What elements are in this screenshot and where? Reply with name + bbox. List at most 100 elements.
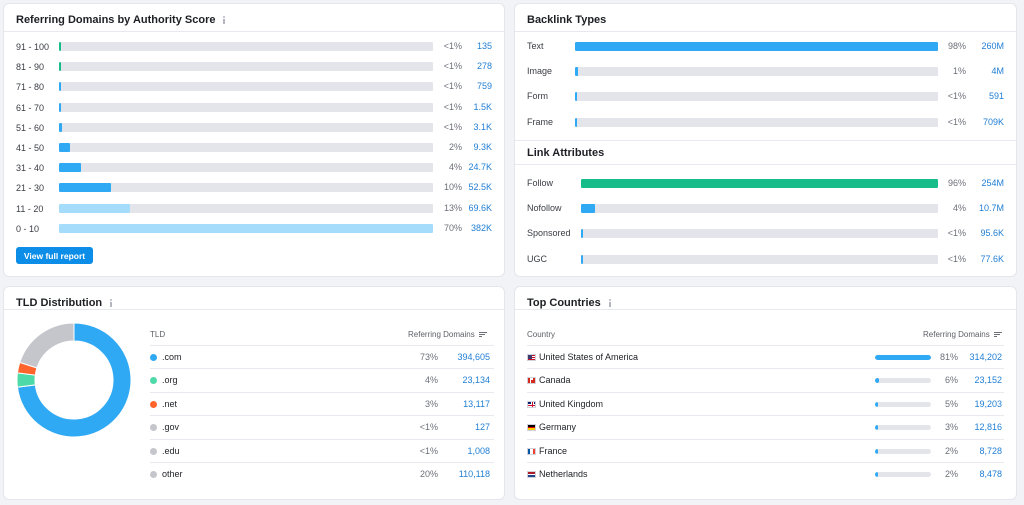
table-row[interactable]: United Kingdom 5% 19,203 [527, 392, 1004, 415]
domains-count-link[interactable]: 278 [476, 61, 492, 71]
country-name[interactable]: Netherlands [539, 469, 588, 479]
country-bar-track [875, 402, 931, 407]
divider [515, 140, 1016, 141]
percent-value: 3% [424, 399, 438, 409]
bar-fill [581, 179, 938, 188]
country-bar-track [875, 425, 931, 430]
country-name[interactable]: Canada [539, 375, 571, 385]
bar-track [59, 42, 433, 51]
sort-icon[interactable] [993, 331, 1002, 338]
range-label: 21 - 30 [16, 183, 45, 193]
bar-fill [59, 42, 61, 51]
table-row[interactable]: Netherlands 2% 8,478 [527, 462, 1004, 485]
domains-count-link[interactable]: 8,478 [979, 469, 1002, 479]
bar-fill [581, 255, 583, 264]
fr-flag-icon [527, 448, 536, 455]
count-link[interactable]: 254M [981, 178, 1004, 188]
domains-count-link[interactable]: 759 [476, 81, 492, 91]
domains-count-link[interactable]: 9.3K [473, 142, 492, 152]
country-name[interactable]: United Kingdom [539, 399, 604, 409]
country-name[interactable]: United States of America [539, 352, 639, 362]
country-bar-fill [875, 449, 878, 454]
view-full-report-button[interactable]: View full report [16, 247, 93, 264]
bar-track [575, 42, 938, 51]
percent-value: 13% [443, 203, 462, 213]
range-label: 11 - 20 [16, 204, 44, 214]
domains-count-link[interactable]: 69.6K [468, 203, 492, 213]
count-link[interactable]: 260M [981, 41, 1004, 51]
domains-count-link[interactable]: 8,728 [979, 446, 1002, 456]
table-row[interactable]: France 2% 8,728 [527, 439, 1004, 462]
percent-value: 73% [419, 352, 438, 362]
percent-value: <1% [443, 61, 462, 71]
backlink-types-title: Backlink Types [527, 14, 607, 26]
domains-count-link[interactable]: 3.1K [473, 122, 492, 132]
domains-count-link[interactable]: 52.5K [468, 182, 492, 192]
referring-domains-column-header[interactable]: Referring Domains [923, 330, 1002, 339]
domains-count-link[interactable]: 13,117 [463, 399, 490, 409]
bar-track [581, 204, 938, 213]
donut-slice-com[interactable] [16, 322, 132, 438]
country-bar-fill [875, 378, 879, 383]
country-name[interactable]: Germany [539, 422, 577, 432]
domains-count-link[interactable]: 12,816 [974, 422, 1002, 432]
domains-count-link[interactable]: 23,152 [974, 375, 1002, 385]
domains-count-link[interactable]: 394,605 [457, 352, 490, 362]
donut-slice-other[interactable] [19, 322, 75, 369]
legend-dot [150, 354, 157, 361]
table-row[interactable]: .edu <1% 1,008 [150, 439, 494, 462]
divider [4, 309, 504, 310]
count-link[interactable]: 591 [988, 91, 1004, 101]
domains-count-link[interactable]: 1,008 [467, 446, 490, 456]
domains-count-link[interactable]: 110,118 [458, 469, 490, 479]
table-row[interactable]: United States of America 81% 314,202 [527, 345, 1004, 368]
domains-count-link[interactable]: 127 [474, 422, 490, 432]
bar-fill [575, 92, 577, 101]
range-label: 81 - 90 [16, 62, 45, 72]
percent-value: 5% [944, 399, 958, 409]
domains-count-link[interactable]: 23,134 [462, 375, 490, 385]
table-row[interactable]: other 20% 110,118 [150, 462, 494, 485]
count-link[interactable]: 709K [982, 117, 1004, 127]
domains-count-link[interactable]: 135 [476, 41, 492, 51]
bar-track [59, 82, 433, 91]
country-bar-fill [875, 355, 931, 360]
info-icon[interactable] [607, 298, 613, 308]
bar-track [581, 179, 938, 188]
percent-value: 4% [448, 162, 462, 172]
domains-count-link[interactable]: 382K [470, 223, 492, 233]
info-icon[interactable] [221, 15, 227, 25]
domains-count-link[interactable]: 314,202 [969, 352, 1002, 362]
row-label: Nofollow [527, 203, 562, 213]
range-label: 41 - 50 [16, 143, 45, 153]
sort-icon[interactable] [478, 331, 487, 338]
referring-domains-column-header[interactable]: Referring Domains [408, 330, 487, 339]
info-icon[interactable] [108, 298, 114, 308]
table-row[interactable]: .com 73% 394,605 [150, 345, 494, 368]
count-link[interactable]: 95.6K [980, 228, 1004, 238]
bar-fill [59, 123, 62, 132]
count-link[interactable]: 10.7M [978, 203, 1004, 213]
percent-value: 6% [944, 375, 958, 385]
percent-value: 2% [448, 142, 462, 152]
count-link[interactable]: 4M [991, 66, 1004, 76]
percent-value: 70% [443, 223, 462, 233]
percent-value: <1% [443, 81, 462, 91]
table-row[interactable]: .org 4% 23,134 [150, 368, 494, 391]
table-row[interactable]: .gov <1% 127 [150, 415, 494, 438]
domains-count-link[interactable]: 1.5K [473, 102, 492, 112]
bar-fill [59, 183, 111, 192]
count-link[interactable]: 77.6K [980, 254, 1004, 264]
table-row[interactable]: Canada 6% 23,152 [527, 368, 1004, 391]
domains-count-link[interactable]: 19,203 [974, 399, 1002, 409]
country-name[interactable]: France [539, 446, 568, 456]
table-row[interactable]: Germany 3% 12,816 [527, 415, 1004, 438]
bar-fill [59, 103, 61, 112]
table-row[interactable]: .net 3% 13,117 [150, 392, 494, 415]
range-label: 51 - 60 [16, 123, 45, 133]
percent-value: 2% [944, 469, 958, 479]
domains-count-link[interactable]: 24.7K [468, 162, 492, 172]
legend-dot [150, 424, 157, 431]
country-bar-fill [875, 472, 878, 477]
bar-track [59, 163, 433, 172]
